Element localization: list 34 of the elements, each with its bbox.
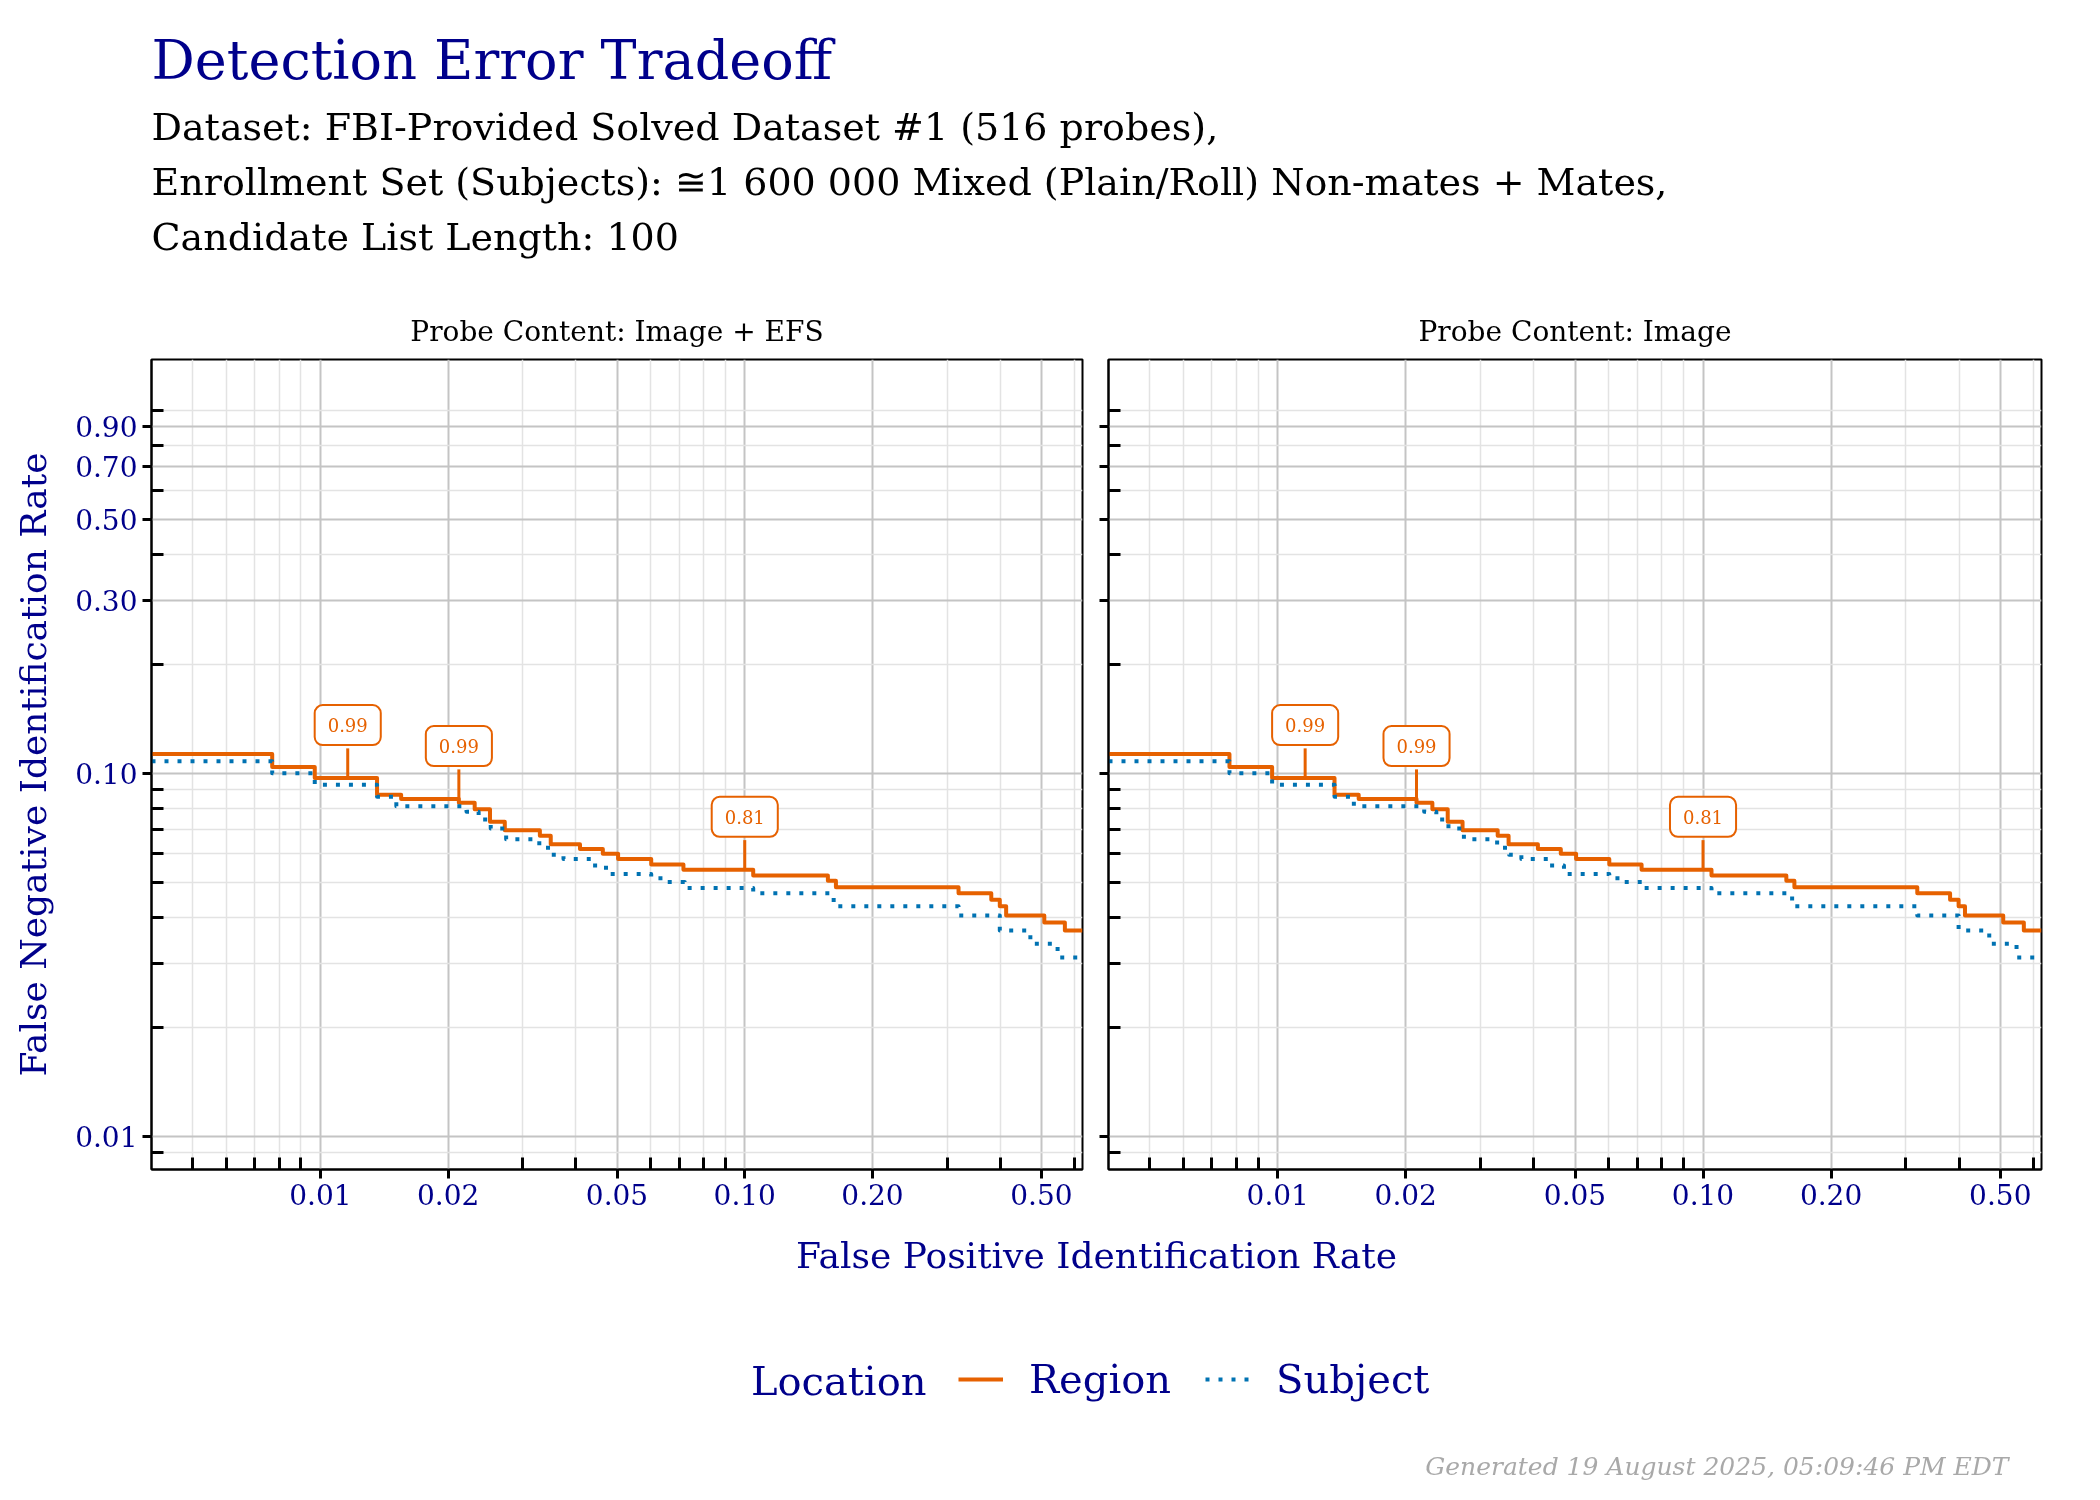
y-tick-label: 0.90 <box>75 411 138 445</box>
text: Generated 19 August 2025, 05:09:46 PM EDT <box>1425 1452 2011 1481</box>
x-tick-label: 0.02 <box>416 1178 480 1212</box>
x-tick-label: 0.01 <box>1246 1178 1309 1212</box>
y-tick-label: 0.10 <box>75 757 138 791</box>
y-tick-label: 0.01 <box>75 1120 138 1154</box>
legend-title: Location <box>750 1357 927 1404</box>
legend-label: Region <box>1029 1356 1172 1402</box>
annotation: 0.99 <box>327 715 368 737</box>
y-tick-label: 0.50 <box>75 504 138 538</box>
y-axis-title: False Negative Identification Rate <box>13 452 55 1077</box>
x-tick-label: 0.05 <box>585 1178 649 1212</box>
x-tick-label: 0.01 <box>289 1178 352 1212</box>
legend-label: Subject <box>1276 1356 1430 1402</box>
annotation: 0.99 <box>438 736 479 758</box>
x-tick-label: 0.05 <box>1543 1178 1607 1212</box>
chart-subtitle: Dataset: FBI-Provided Solved Dataset #1 (516 probes), Enrollment Set (Subjects): ≅1 600 000 Mixed (Plain/Roll) Non-mates + Mates, Candidate List Length: 100 <box>151 104 1668 260</box>
x-tick-label: 0.10 <box>713 1178 776 1212</box>
x-tick-label: 0.20 <box>1799 1178 1863 1212</box>
chart-title: Detection Error Tradeoff <box>151 29 836 92</box>
text: Probe Content: Image <box>1418 314 1732 348</box>
annotation: 0.81 <box>1682 806 1724 828</box>
text: Probe Content: Image + EFS <box>410 314 824 348</box>
x-tick-label: 0.10 <box>1671 1178 1735 1212</box>
x-tick-label: 0.02 <box>1374 1178 1437 1212</box>
x-axis-title: False Positive Identification Rate <box>795 1235 1398 1276</box>
annotation: 0.99 <box>1396 736 1437 758</box>
annotation: 0.99 <box>1285 715 1326 737</box>
x-tick-label: 0.20 <box>841 1178 904 1212</box>
x-tick-label: 0.50 <box>1010 1178 1073 1212</box>
x-tick-label: 0.50 <box>1969 1178 2032 1212</box>
y-tick-label: 0.30 <box>75 584 138 618</box>
y-tick-label: 0.70 <box>75 451 138 485</box>
annotation: 0.81 <box>724 806 765 828</box>
